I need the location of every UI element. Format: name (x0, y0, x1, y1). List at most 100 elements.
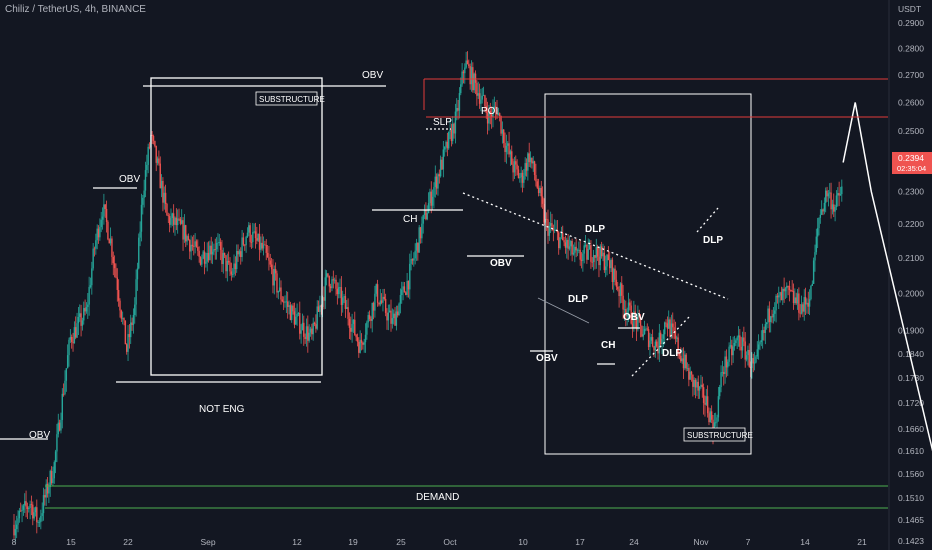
candle-body (91, 268, 93, 286)
candle-body (753, 362, 756, 364)
candle-body (617, 286, 619, 290)
candle-body (96, 228, 98, 241)
candle-body (676, 337, 678, 339)
price-axis[interactable]: 0.29000.28000.27000.26000.25000.24000.23… (888, 0, 924, 550)
candle-body (689, 371, 691, 380)
candle-body (639, 317, 642, 326)
price-tick-label: 0.1720 (898, 398, 924, 408)
candle-body (179, 218, 182, 224)
candle-body (311, 328, 313, 335)
candle-body (638, 314, 640, 318)
candle-body (668, 319, 670, 329)
candle-body (414, 250, 416, 259)
candle-body (682, 358, 685, 369)
candle-body (148, 146, 151, 148)
candle-body (748, 349, 750, 367)
candle-body (745, 355, 748, 360)
candle-body (372, 302, 375, 311)
candle-body (225, 255, 227, 272)
candle-body (662, 334, 665, 339)
candle-body (661, 338, 663, 345)
candle-body (478, 93, 481, 104)
candle-body (245, 236, 247, 246)
candle-body (529, 157, 532, 163)
candle-body (284, 301, 286, 303)
candle-body (368, 315, 371, 319)
candle-body (623, 309, 626, 310)
candle-body (244, 244, 246, 246)
price-axis-unit: USDT (898, 4, 921, 14)
demand-zone (45, 485, 888, 509)
time-axis[interactable]: 8 15 22 Sep 12 19 25 Oct 10 17 24 Nov 7 14 21 (12, 537, 867, 547)
candle-body (295, 316, 297, 325)
candle-body (641, 325, 643, 337)
candle-body (280, 287, 282, 300)
candle-body (123, 318, 125, 321)
candle-body (374, 293, 376, 311)
candle-body (154, 140, 156, 146)
candle-body (116, 277, 119, 290)
candle-body (729, 345, 732, 347)
candle-body (798, 293, 800, 313)
candle-body (643, 329, 646, 335)
candle-body (83, 308, 85, 321)
candle-body (780, 292, 783, 301)
candle-body (347, 307, 349, 319)
candle-body (664, 322, 666, 335)
candle-body (405, 292, 407, 295)
candle-body (743, 337, 745, 342)
candle-body (382, 296, 384, 303)
candle-body (509, 151, 512, 155)
candle-body (551, 223, 553, 229)
candle-body (407, 280, 410, 290)
candle-body (332, 279, 335, 281)
candle-body (301, 322, 304, 331)
substructure-tag-left-bg (255, 91, 318, 106)
candle-body (783, 288, 785, 292)
candle-body (767, 308, 769, 323)
candle-body (366, 322, 368, 335)
candle-body (508, 143, 510, 155)
candle-body (142, 197, 144, 205)
candle-body (681, 358, 683, 362)
candle-body (492, 107, 494, 118)
candle-body (571, 241, 573, 255)
candle-body (792, 290, 795, 304)
candle-body (759, 342, 761, 345)
candle-body (655, 341, 658, 347)
candle-body (241, 237, 243, 257)
candle-body (568, 246, 571, 249)
candle-body (421, 223, 423, 239)
candle-body (260, 242, 262, 250)
candle-body (553, 229, 556, 231)
candle-body (340, 287, 343, 305)
candle-body (288, 305, 290, 307)
candle-body (72, 341, 74, 344)
candle-body (44, 495, 46, 498)
candle-body (574, 246, 576, 253)
candle-body (576, 249, 579, 251)
time-tick-label: Sep (200, 537, 215, 547)
candle-body (788, 286, 791, 291)
candle-body (28, 508, 30, 509)
candle-body (596, 247, 599, 257)
candle-body (45, 483, 47, 498)
candle-body (207, 252, 210, 261)
candle-body (739, 335, 741, 347)
candle-body (199, 256, 202, 265)
candle-body (539, 187, 541, 194)
candle-body (234, 263, 237, 270)
candle-body (327, 273, 329, 277)
candle-body (209, 245, 211, 261)
candle-body (127, 334, 129, 352)
candle-body (398, 303, 400, 316)
candle-body (434, 176, 436, 188)
candle-body (376, 284, 379, 303)
candle-body (392, 313, 395, 319)
candle-body (164, 192, 167, 205)
candle-body (370, 318, 372, 321)
candle-body (631, 323, 634, 328)
candle-body (760, 340, 763, 343)
candle-body (17, 518, 19, 525)
